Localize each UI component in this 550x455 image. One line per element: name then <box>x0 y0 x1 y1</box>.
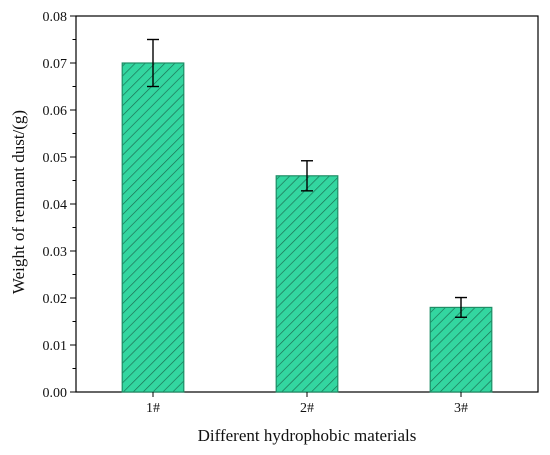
y-tick-label: 0.01 <box>43 339 68 354</box>
y-tick-label: 0.05 <box>43 151 68 166</box>
bars <box>121 62 493 393</box>
y-tick-label: 0.08 <box>43 10 68 25</box>
x-tick-label: 2# <box>300 401 314 416</box>
y-tick-label: 0.07 <box>43 57 68 72</box>
bar-1 <box>121 62 185 393</box>
bar-2 <box>275 175 339 393</box>
x-tick-label: 3# <box>454 401 468 416</box>
x-axis-ticks: 1# 2# 3# <box>146 392 468 416</box>
y-tick-label: 0.06 <box>43 104 68 119</box>
y-tick-label: 0.00 <box>43 386 68 401</box>
error-bars <box>147 38 467 318</box>
y-tick-label: 0.03 <box>43 245 68 260</box>
y-tick-label: 0.04 <box>43 198 68 213</box>
y-axis-ticks: 0.00 0.01 0.02 0.03 0.04 0.05 0.06 0.07 0.08 <box>43 10 76 401</box>
y-axis-title: Weight of remnant dust/(g) <box>9 110 28 294</box>
y-tick-label: 0.02 <box>43 292 68 307</box>
x-tick-label: 1# <box>146 401 160 416</box>
bar-3 <box>429 306 493 393</box>
x-axis-title: Different hydrophobic materials <box>198 426 417 445</box>
